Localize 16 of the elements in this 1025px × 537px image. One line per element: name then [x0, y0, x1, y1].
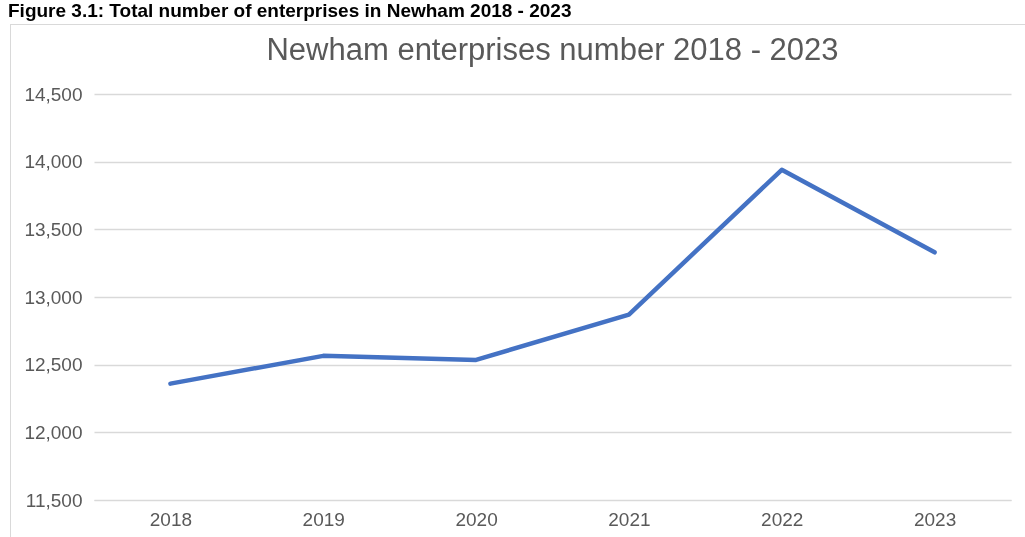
x-tick-label: 2020	[455, 508, 498, 530]
y-tick-label: 12,500	[24, 354, 83, 376]
y-tick-label: 14,500	[24, 83, 83, 105]
x-tick-label: 2022	[761, 508, 804, 530]
y-tick-label: 14,000	[24, 151, 83, 173]
x-tick-label: 2021	[608, 508, 651, 530]
chart-title: Newham enterprises number 2018 - 2023	[266, 32, 839, 67]
x-tick-label: 2019	[302, 508, 345, 530]
caption: Figure 3.1: Total number of enterprises in Newham 2018 - 2023	[7, 0, 573, 22]
y-tick-label: 13,000	[24, 286, 83, 308]
line-series	[168, 167, 937, 386]
y-tick-label: 12,000	[24, 421, 83, 443]
x-tick-label: 2023	[913, 508, 957, 530]
y-tick-label: 13,500	[24, 218, 83, 240]
x-tick-label: 2018	[149, 508, 193, 530]
y-tick-label: 11,500	[25, 489, 83, 511]
